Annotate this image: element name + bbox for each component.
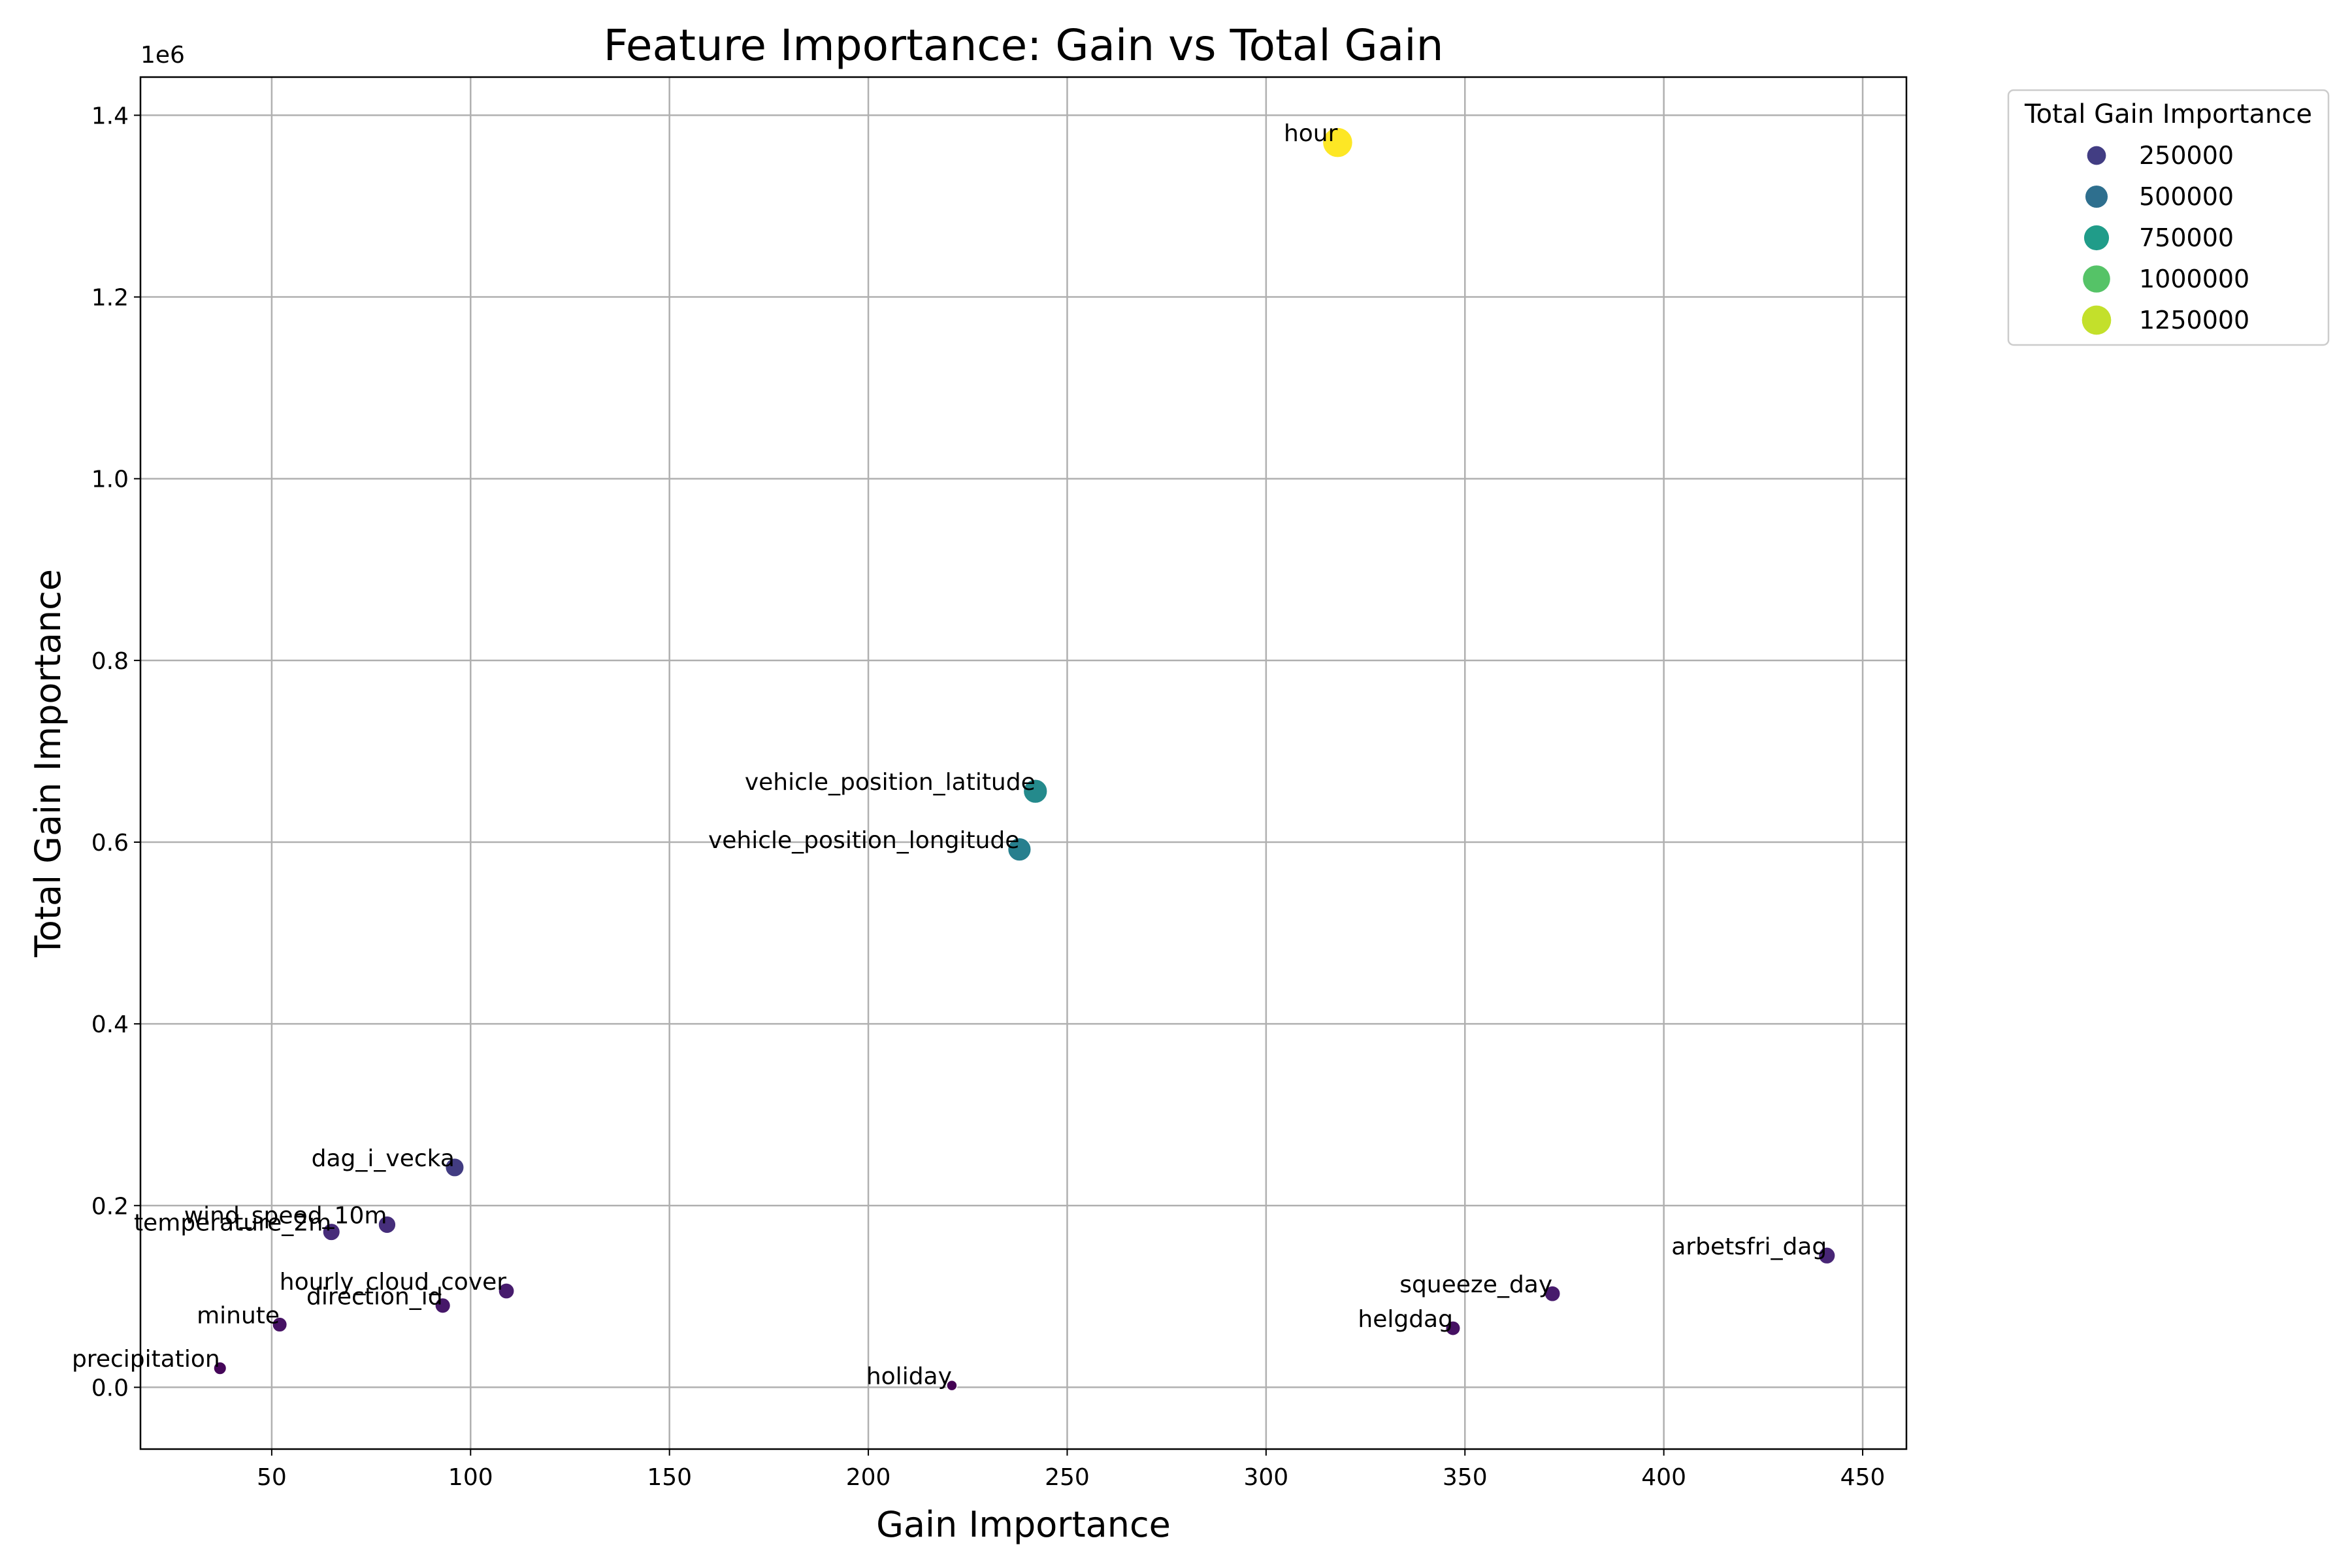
plot-area-frame xyxy=(139,76,1908,1450)
x-tick-label: 250 xyxy=(1045,1464,1090,1491)
data-point xyxy=(1007,837,1032,862)
data-point xyxy=(1022,778,1048,804)
point-label: vehicle_position_latitude xyxy=(745,769,1036,796)
data-point xyxy=(1445,1320,1461,1337)
x-tick-label: 100 xyxy=(448,1464,493,1491)
point-label: hour xyxy=(1284,120,1338,147)
point-label: dag_i_vecka xyxy=(312,1145,455,1172)
data-point xyxy=(444,1157,465,1177)
y-tick-label: 0.0 xyxy=(91,1375,129,1401)
y-axis-title: Total Gain Importance xyxy=(27,569,69,958)
data-point xyxy=(213,1361,227,1375)
y-tick-label: 1.2 xyxy=(91,285,129,312)
point-label: hourly_cloud_cover xyxy=(280,1269,507,1296)
data-points xyxy=(213,127,1836,1392)
legend-label: 1250000 xyxy=(2139,306,2249,335)
point-labels: hour vehicle_position_latitude vehicle_pos… xyxy=(72,120,1827,1390)
data-point xyxy=(1544,1285,1561,1303)
chart-title: Feature Importance: Gain vs Total Gain xyxy=(604,20,1444,71)
data-point xyxy=(378,1215,397,1234)
legend-entries: 250000 500000 750000 1000000 1250000 xyxy=(2082,141,2249,335)
x-tick-label: 350 xyxy=(1443,1464,1488,1491)
y-tick-label: 1.4 xyxy=(91,103,129,129)
y-tick-label: 0.4 xyxy=(91,1011,129,1038)
point-label: precipitation xyxy=(72,1346,220,1373)
legend-label: 750000 xyxy=(2139,223,2234,252)
point-label: temperature_2m xyxy=(134,1210,331,1237)
y-tick-label: 1.0 xyxy=(91,466,129,493)
legend-marker xyxy=(2085,185,2108,208)
x-tick-label: 450 xyxy=(1840,1464,1886,1491)
data-point xyxy=(272,1316,288,1333)
data-point xyxy=(322,1222,341,1241)
x-tick-label: 50 xyxy=(257,1464,287,1491)
y-axis-ticks: 0.0 0.2 0.4 0.6 0.8 1.0 1.2 1.4 xyxy=(91,103,140,1401)
point-label: wind_speed_10m xyxy=(184,1202,387,1229)
y-axis-offset-text: 1e6 xyxy=(140,42,185,69)
data-point xyxy=(434,1297,451,1314)
legend-label: 500000 xyxy=(2139,182,2234,211)
data-point xyxy=(498,1282,515,1299)
legend-marker xyxy=(2083,265,2110,293)
point-label: minute xyxy=(197,1302,280,1329)
data-point xyxy=(1818,1247,1836,1265)
x-tick-label: 150 xyxy=(647,1464,692,1491)
point-label: vehicle_position_longitude xyxy=(708,827,1019,854)
x-axis-ticks: 50 100 150 200 250 300 350 400 450 xyxy=(257,1449,1885,1491)
y-tick-label: 0.6 xyxy=(91,830,129,857)
point-label: direction_id xyxy=(306,1283,443,1310)
legend: Total Gain Importance 250000 500000 750000… xyxy=(2007,89,2330,346)
x-tick-label: 300 xyxy=(1243,1464,1288,1491)
legend-marker xyxy=(2082,305,2112,335)
legend-label: 250000 xyxy=(2139,141,2234,170)
data-point xyxy=(1322,127,1354,158)
legend-marker xyxy=(2083,225,2110,251)
legend-marker xyxy=(2087,146,2106,165)
data-point xyxy=(946,1379,958,1392)
point-label: arbetsfri_dag xyxy=(1671,1233,1827,1260)
y-tick-label: 0.2 xyxy=(91,1193,129,1220)
x-axis-title: Gain Importance xyxy=(876,1504,1171,1545)
point-label: squeeze_day xyxy=(1399,1271,1552,1298)
x-tick-label: 200 xyxy=(846,1464,891,1491)
point-label: helgdag xyxy=(1358,1306,1453,1333)
legend-title: Total Gain Importance xyxy=(2024,99,2312,129)
x-tick-label: 400 xyxy=(1641,1464,1686,1491)
point-label: holiday xyxy=(866,1364,952,1390)
legend-label: 1000000 xyxy=(2139,265,2249,293)
y-tick-label: 0.8 xyxy=(91,648,129,675)
